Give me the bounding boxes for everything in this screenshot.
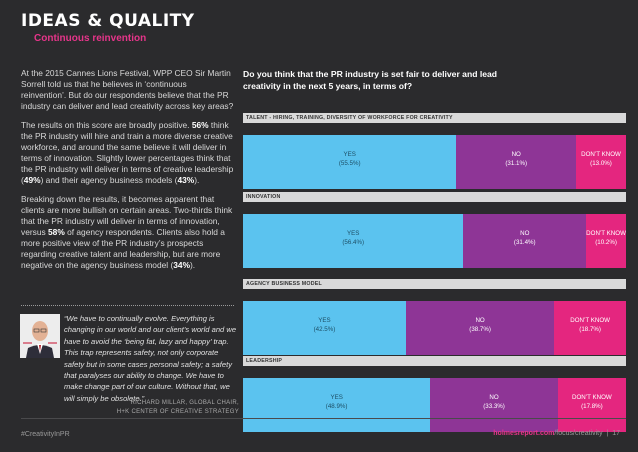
bar-yes [243,135,457,189]
page-title: IDEAS & QUALITY [21,11,195,31]
page-number: 17 [612,430,620,437]
paragraph-intro: At the 2015 Cannes Lions Festival, WPP C… [21,68,234,111]
bar-label-no: NO (31.1%) [505,151,528,167]
bar-dont-know [586,214,626,268]
footer-site-brand: holmesreport.com [493,430,555,437]
bar-label-yes: YES (56.4%) [342,230,365,246]
bar-label-no: NO (33.3%) [483,394,505,410]
bar-label-no: NO (38.7%) [469,317,491,333]
bar-yes [243,378,431,432]
section-header-bar [243,356,626,366]
bar-label-yes: YES (55.5%) [338,151,361,167]
quote-attribution: RICHARD MILLAR, GLOBAL CHAIR, H+K CENTER… [64,399,239,416]
bar-label-yes: YES (48.9%) [325,394,348,410]
footer-separator: | [606,430,609,437]
bar-no [463,214,587,268]
paragraph-results: The results on this score are broadly po… [21,120,234,185]
footer-divider [21,418,626,419]
section-header-bar [243,192,626,202]
section-label: INNOVATION [246,194,281,200]
bar-label-dont-know: DON’T KNOW (17.8%) [572,394,612,410]
bar-label-dont-know: DON’T KNOW (13.0%) [581,151,621,167]
section-header-bar [243,113,626,123]
bar-dont-know [576,135,626,189]
quote-divider [21,305,234,306]
bar-label-yes: YES (42.5%) [313,317,336,333]
footer-site: holmesreport.com/focus/creativity | 17 [493,430,620,437]
footer-site-path: /focus/creativity [554,430,603,437]
bar-no [405,301,555,355]
bar-dont-know [557,378,626,432]
quote-text: “We have to continually evolve. Everythi… [64,314,237,403]
bar-label-dont-know: DON’T KNOW (18.7%) [570,317,611,333]
section-label: LEADERSHIP [246,358,283,364]
bar-label-dont-know: DON’T KNOW (10.2%) [586,230,626,246]
quote-author-role: H+K CENTER OF CREATIVE STRATEGY [116,408,239,415]
section-label: TALENT - HIRING, TRAINING, DIVERSITY OF … [246,115,453,121]
bar-no [430,378,558,432]
body-text: At the 2015 Cannes Lions Festival, WPP C… [21,68,234,279]
footer-hashtag: #CreativityInPR [21,431,70,438]
chart-question: Do you think that the PR industry is set… [243,69,498,91]
bar-yes [243,301,406,355]
portrait-photo [20,314,60,358]
bar-yes [243,214,464,268]
quote-author: RICHARD MILLAR, GLOBAL CHAIR, [130,400,239,406]
bar-label-no: NO (31.4%) [513,230,536,246]
bar-no [456,135,576,189]
bar-dont-know [554,301,626,355]
section-header-bar [243,279,626,289]
paragraph-breakdown: Breaking down the results, it becomes ap… [21,194,233,270]
page-subtitle: Continuous reinvention [34,33,147,44]
section-label: AGENCY BUSINESS MODEL [246,281,322,287]
